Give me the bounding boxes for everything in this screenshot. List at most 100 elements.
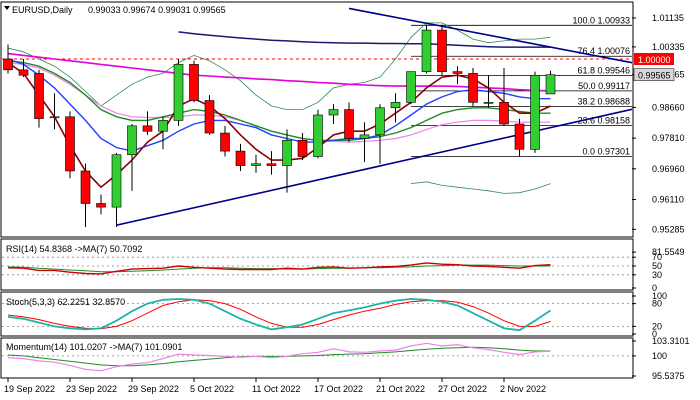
bear-candle-body [220, 132, 230, 152]
bear-candle-body [437, 29, 447, 72]
main-price-pane[interactable]: 100.0 1.00933 76.4 1.00076 61.8 0.99546 50.… [2, 7, 633, 227]
date-tick-label: 23 Sep 2022 [66, 384, 117, 394]
candle[interactable] [483, 75, 494, 108]
bull-candle-body [375, 107, 385, 136]
price-tick-label: 0.97810 [652, 133, 685, 143]
stoch-tick-label: 0 [652, 329, 657, 339]
momentum-pane[interactable]: 103.3101 100 95.5375 [2, 336, 690, 381]
momentum-tick-label: 95.5375 [652, 371, 685, 381]
candle[interactable] [328, 104, 339, 125]
ma-navy-line [178, 31, 551, 48]
candle[interactable] [80, 163, 91, 227]
momentum-line [7, 342, 551, 372]
bull-candle-body [173, 64, 184, 121]
bear-candle-body [142, 125, 153, 132]
bull-candle-body [328, 109, 339, 116]
candle[interactable] [406, 71, 416, 105]
candle[interactable] [452, 66, 463, 85]
last-price-tag-label: 0.99565 [638, 71, 671, 81]
candle[interactable] [142, 111, 153, 135]
candle[interactable] [545, 70, 556, 95]
ma-dark-red-line [7, 61, 551, 189]
candle[interactable] [189, 60, 199, 103]
candle[interactable] [111, 152, 122, 227]
candle[interactable] [96, 194, 106, 215]
price-axis: 1.01135 1.00335 0.99565 0.98660 0.97810 0.969… [632, 13, 685, 234]
candle[interactable] [375, 104, 385, 164]
date-tick-label: 2 Nov 2022 [500, 384, 546, 394]
parity-price-tag-label: 1.00000 [638, 55, 671, 65]
bear-candle-body [235, 150, 246, 166]
ma-magenta-line [7, 52, 551, 92]
candle[interactable] [421, 24, 432, 74]
ohlc-readout: 0.99033 0.99674 0.99031 0.99565 [88, 5, 226, 15]
date-tick-label: 27 Oct 2022 [438, 384, 487, 394]
parity-price-tag [634, 52, 674, 65]
candle[interactable] [468, 68, 478, 106]
candle[interactable] [204, 95, 215, 135]
trendline-resistance [348, 7, 633, 64]
momentum-label: Momentum(14) 101.0207 ->MA(7) 101.0901 [6, 342, 182, 352]
fib-label: 38.2 0.98688 [577, 96, 630, 106]
time-axis: 19 Sep 2022 23 Sep 2022 29 Sep 2022 5 Oct 2… [4, 378, 546, 394]
fib-label: 23.6 0.98158 [577, 116, 630, 126]
candle[interactable] [282, 129, 292, 193]
rsi-tick-label: 30 [652, 270, 662, 280]
candle[interactable] [266, 151, 277, 175]
ma-blue-line [7, 58, 551, 152]
candle[interactable] [158, 116, 168, 150]
candle[interactable] [437, 24, 447, 76]
stoch-tick-label: 20 [652, 321, 662, 331]
candle[interactable] [530, 71, 540, 153]
stoch-pane-frame [0, 291, 634, 337]
bull-candle-body [545, 74, 556, 95]
candle[interactable] [251, 154, 261, 173]
main-pane-frame [0, 1, 634, 238]
bull-candle-body [111, 154, 122, 208]
bear-candle-body [204, 100, 215, 134]
bull-candle-body [359, 134, 370, 139]
candle[interactable] [3, 44, 13, 74]
bear-candle-body [189, 64, 199, 101]
candle[interactable] [49, 93, 60, 130]
candle[interactable] [313, 109, 323, 159]
fib-label: 0.0 0.97301 [582, 146, 630, 156]
date-tick-label: 11 Oct 2022 [252, 384, 300, 394]
envelope-lower-line [410, 181, 551, 194]
bull-candle-body [406, 71, 416, 103]
candle[interactable] [499, 68, 509, 126]
bear-candle-body [96, 203, 106, 208]
bear-candle-body [65, 116, 75, 172]
candle[interactable] [514, 118, 525, 157]
candle[interactable] [34, 69, 44, 128]
rsi-tick-label: 70 [652, 252, 662, 262]
trendline-support [116, 108, 633, 226]
price-tick-label: 1.00335 [652, 42, 685, 52]
candle[interactable] [344, 102, 354, 143]
candle[interactable] [235, 143, 246, 171]
ma-green-line [7, 60, 551, 141]
candle[interactable] [220, 125, 230, 157]
bear-candle-body [80, 170, 91, 204]
candle[interactable] [359, 122, 370, 162]
bear-candle-body [34, 73, 44, 119]
candle[interactable] [173, 58, 184, 126]
bear-candle-body [499, 102, 509, 125]
rsi-tick-label: 81.5549 [652, 247, 685, 257]
momentum-pane-frame [0, 337, 634, 379]
candle[interactable] [127, 124, 137, 191]
date-tick-label: 19 Sep 2022 [4, 384, 55, 394]
stoch-tick-label: 80 [652, 299, 662, 309]
candle[interactable] [65, 111, 75, 179]
stoch-tick-label: 100 [652, 291, 667, 301]
bear-candle-body [344, 109, 354, 139]
collapse-triangle-icon [4, 6, 10, 10]
date-tick-label: 17 Oct 2022 [314, 384, 363, 394]
candle[interactable] [18, 58, 29, 78]
candle[interactable] [390, 93, 401, 123]
candle[interactable] [297, 133, 308, 161]
